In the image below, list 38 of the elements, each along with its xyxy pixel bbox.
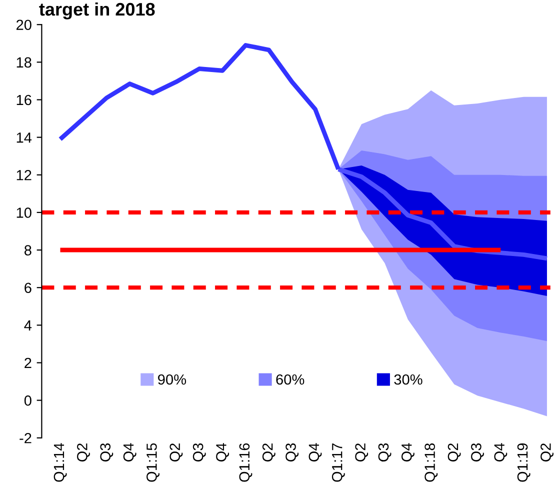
- y-tick-label: 4: [24, 320, 32, 330]
- x-tick-label: Q2: [262, 443, 276, 462]
- y-tick-label: -2: [20, 432, 32, 444]
- x-tick-label: Q2: [77, 443, 90, 462]
- x-tick-label: Q2: [355, 443, 368, 462]
- x-tick-label: Q3: [100, 443, 114, 462]
- x-tick-label: Q4: [216, 443, 230, 462]
- y-tick-label: 0: [24, 395, 32, 406]
- x-tick-label: Q1:14: [54, 443, 67, 482]
- legend-label: 60%: [276, 374, 304, 385]
- y-tick-label: 10: [16, 208, 32, 218]
- x-tick-label: Q4: [123, 443, 136, 462]
- x-tick-label: Q1:18: [424, 443, 438, 482]
- x-tick-label: Q2: [170, 443, 183, 462]
- y-tick-label: 6: [24, 282, 32, 294]
- x-tick-label: Q1:15: [146, 443, 160, 482]
- y-tick-label: 16: [16, 94, 32, 106]
- x-tick-label: Q4: [401, 443, 414, 462]
- y-tick-label: 8: [24, 245, 32, 256]
- y-tick-label: 14: [16, 132, 32, 143]
- legend-label: 30%: [394, 374, 422, 385]
- x-tick-label: Q3: [286, 443, 299, 462]
- x-tick-label: Q4: [494, 443, 508, 462]
- y-tick-label: 18: [16, 57, 32, 68]
- x-tick-label: Q3: [378, 443, 392, 462]
- x-tick-label: Q2: [540, 443, 554, 462]
- x-tick-label: Q1:19: [517, 443, 530, 482]
- x-tick-label: Q1:16: [239, 443, 252, 482]
- y-tick-label: 2: [24, 358, 32, 368]
- legend-label: 90%: [158, 374, 186, 385]
- y-tick-label: 12: [16, 170, 32, 180]
- x-tick-label: Q1:17: [332, 443, 345, 482]
- x-tick-label: Q3: [192, 443, 206, 462]
- x-tick-label: Q3: [471, 443, 484, 462]
- x-tick-label: Q2: [448, 443, 461, 462]
- x-tick-label: Q4: [308, 443, 322, 462]
- chart-title: target in 2018: [39, 2, 155, 20]
- y-tick-label: 20: [16, 20, 32, 30]
